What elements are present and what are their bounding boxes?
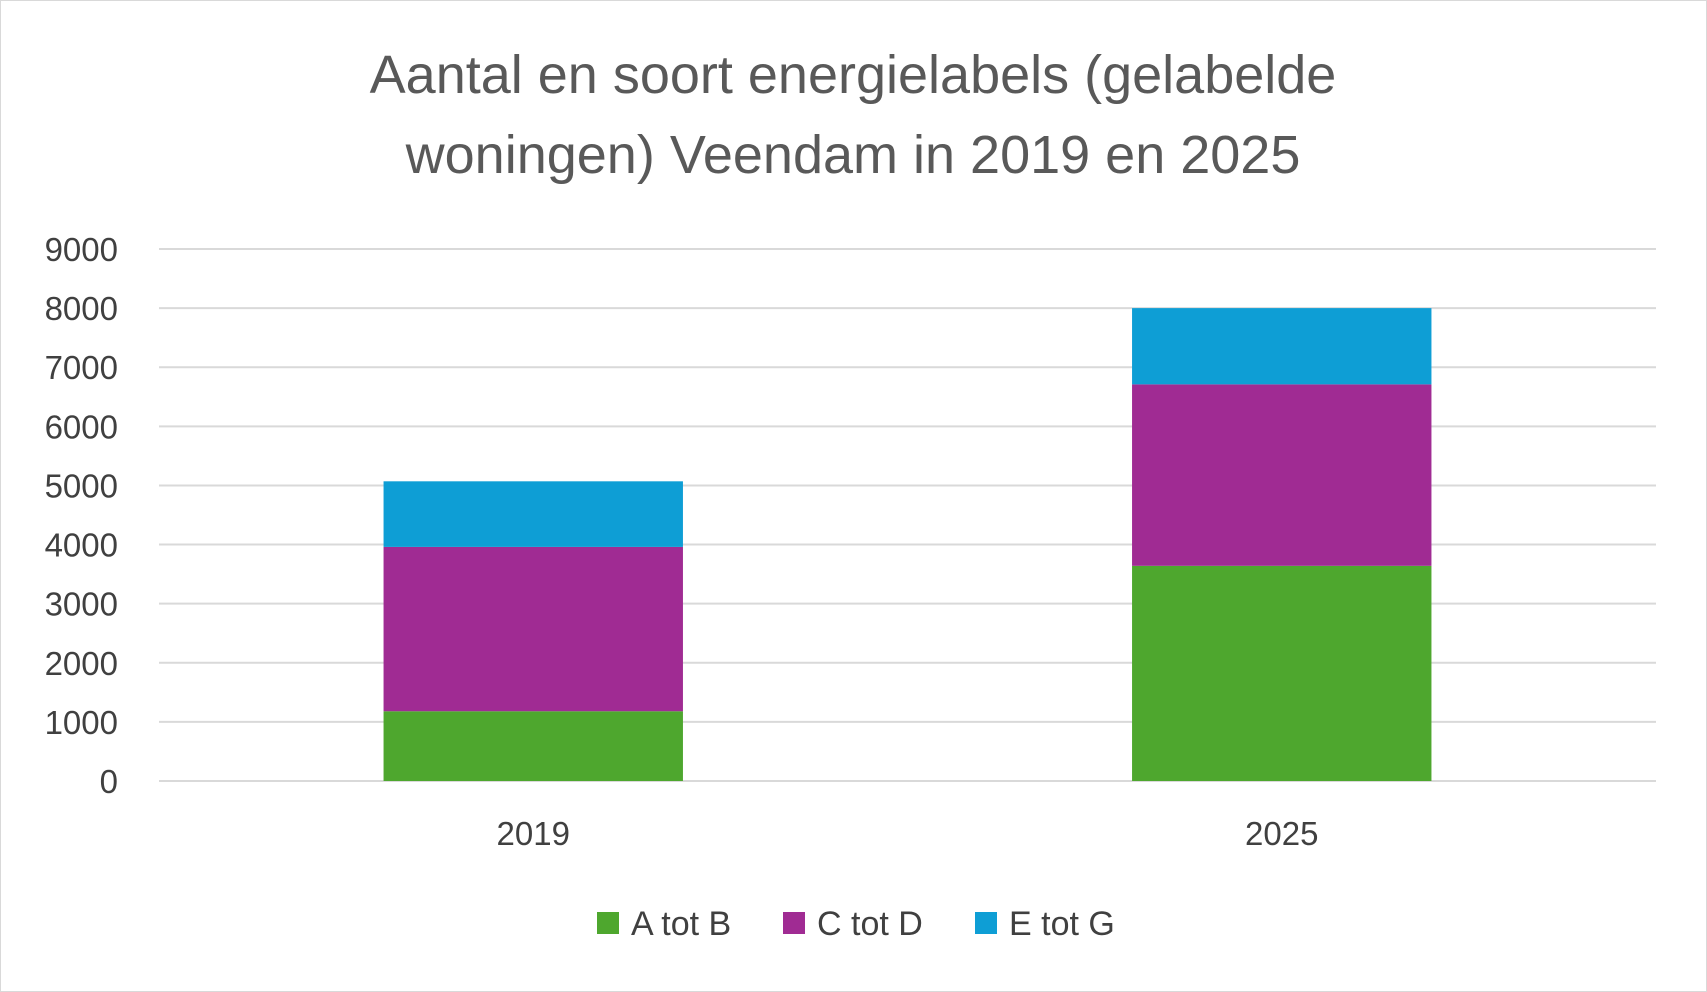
y-tick-label-8000: 8000 xyxy=(45,290,118,327)
x-axis-labels: 2019 2025 xyxy=(497,815,1319,852)
legend-swatch-a-tot-b xyxy=(597,912,619,934)
bar-2019-e-tot-g xyxy=(383,481,683,547)
y-tick-label-1000: 1000 xyxy=(45,704,118,741)
bar-2019-c-tot-d xyxy=(383,546,683,712)
legend-label-a-tot-b: A tot B xyxy=(631,905,731,943)
y-tick-label-7000: 7000 xyxy=(45,349,118,386)
y-tick-label-6000: 6000 xyxy=(45,408,118,445)
legend-label-c-tot-d: C tot D xyxy=(817,905,923,943)
legend: A tot B C tot D E tot G xyxy=(597,905,1115,943)
y-axis-ticks: 0 1000 2000 3000 4000 5000 6000 7000 8000 9000 xyxy=(45,231,118,800)
legend-swatch-e-tot-g xyxy=(975,912,997,934)
chart-title-line-1: Aantal en soort energielabels (gelabelde xyxy=(370,45,1337,105)
legend-swatch-c-tot-d xyxy=(783,912,805,934)
x-category-label-2019: 2019 xyxy=(497,815,570,852)
bar-2025-c-tot-d xyxy=(1132,384,1432,566)
y-tick-label-2000: 2000 xyxy=(45,645,118,682)
bar-2025-e-tot-g xyxy=(1132,308,1432,385)
x-category-label-2025: 2025 xyxy=(1245,815,1318,852)
bar-2025-a-tot-b xyxy=(1132,565,1432,781)
y-tick-label-3000: 3000 xyxy=(45,586,118,623)
chart-title: Aantal en soort energielabels (gelabelde… xyxy=(370,45,1337,185)
chart-title-line-2: woningen) Veendam in 2019 en 2025 xyxy=(405,125,1301,185)
y-tick-label-0: 0 xyxy=(100,763,118,800)
bars xyxy=(383,308,1432,781)
bar-2019-a-tot-b xyxy=(383,711,683,781)
y-tick-label-4000: 4000 xyxy=(45,527,118,564)
legend-label-e-tot-g: E tot G xyxy=(1009,905,1115,943)
y-tick-label-9000: 9000 xyxy=(45,231,118,268)
y-tick-label-5000: 5000 xyxy=(45,467,118,504)
